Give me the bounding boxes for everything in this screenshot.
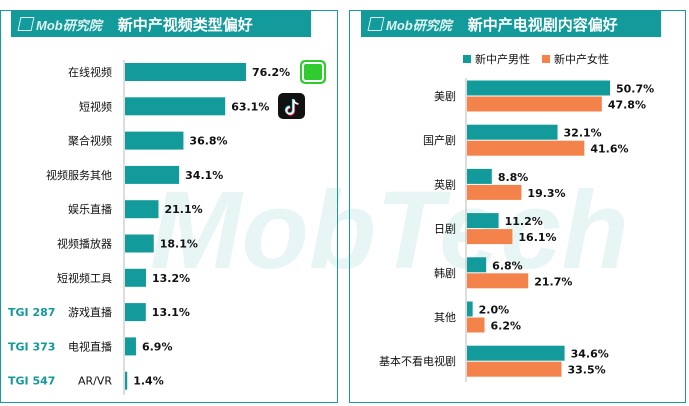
- left-value-label: 76.2%: [252, 66, 290, 79]
- tiktok-app-icon: [278, 93, 305, 119]
- tgi-annotation: TGI 373: [8, 340, 55, 353]
- left-value-label: 34.1%: [185, 169, 223, 182]
- left-category-label: 视频服务其他: [46, 168, 112, 182]
- tgi-annotation: TGI 547: [8, 375, 55, 388]
- video-type-header: Mob研究院 新中产视频类型偏好: [11, 11, 311, 37]
- left-bar: [125, 268, 146, 287]
- right-value-label: 41.6%: [590, 143, 628, 156]
- right-category-label: 基本不看电视剧: [379, 354, 456, 368]
- left-category-label: 在线视频: [68, 65, 112, 79]
- right-bar: [467, 229, 513, 245]
- left-bar: [125, 234, 154, 253]
- right-category-label: 其他: [434, 311, 456, 324]
- right-bar: [467, 124, 558, 140]
- left-bar: [125, 131, 184, 150]
- right-value-label: 32.1%: [564, 127, 602, 140]
- right-value-label: 11.2%: [505, 215, 543, 228]
- left-category-label: AR/VR: [78, 375, 112, 388]
- left-value-label: 6.9%: [142, 340, 173, 353]
- right-bar: [467, 273, 529, 289]
- right-category-label: 国产剧: [423, 133, 456, 147]
- right-bar: [467, 168, 492, 184]
- right-bar: [467, 96, 602, 112]
- right-bar: [467, 213, 499, 229]
- right-bar: [467, 140, 585, 156]
- mob-logo-text: Mob研究院: [386, 17, 452, 33]
- tgi-annotation: TGI 287: [8, 306, 55, 319]
- legend-swatch: [463, 55, 471, 63]
- left-category-label: 聚合视频: [68, 134, 112, 148]
- mob-logo: Mob研究院: [367, 15, 452, 34]
- left-value-label: 13.1%: [152, 306, 190, 319]
- right-bar: [467, 257, 487, 273]
- left-bar: [125, 63, 246, 81]
- right-value-label: 16.1%: [518, 231, 556, 244]
- left-category-label: 游戏直播: [68, 305, 112, 319]
- mob-logo-text: Mob研究院: [36, 17, 102, 33]
- left-bar: [125, 303, 146, 322]
- right-bar: [467, 361, 562, 377]
- left-bar: [125, 165, 180, 184]
- mob-logo: Mob研究院: [17, 15, 102, 34]
- left-category-label: 视频播放器: [57, 237, 112, 251]
- watermark-text: MobTech: [150, 169, 629, 292]
- right-value-label: 6.8%: [492, 259, 523, 272]
- video-type-panel: Mob研究院 新中产视频类型偏好: [0, 10, 338, 403]
- left-bar: [125, 371, 128, 390]
- legend-label: 新中产男性: [475, 52, 530, 66]
- left-value-label: 13.2%: [152, 272, 190, 285]
- iqiyi-app-icon: [300, 60, 326, 84]
- right-bar: [467, 80, 610, 96]
- right-bar: [467, 301, 473, 317]
- left-category-label: 短视频工具: [57, 271, 112, 285]
- right-category-label: 韩剧: [434, 266, 456, 280]
- left-value-label: 36.8%: [189, 135, 227, 148]
- left-value-label: 1.4%: [133, 375, 164, 388]
- left-bar: [125, 97, 226, 116]
- right-value-label: 19.3%: [527, 187, 565, 200]
- right-value-label: 47.8%: [608, 99, 646, 112]
- left-category-label: 电视直播: [68, 339, 112, 353]
- right-value-label: 8.8%: [498, 171, 529, 184]
- right-value-label: 21.7%: [534, 275, 572, 288]
- right-value-label: 50.7%: [616, 83, 654, 96]
- legend-swatch: [542, 55, 550, 63]
- right-bar: [467, 184, 522, 200]
- right-value-label: 2.0%: [479, 304, 510, 317]
- left-value-label: 18.1%: [160, 238, 198, 251]
- tv-drama-title: 新中产电视剧内容偏好: [467, 15, 618, 34]
- right-value-label: 6.2%: [490, 320, 521, 333]
- left-value-label: 21.1%: [165, 203, 203, 216]
- video-type-title: 新中产视频类型偏好: [117, 15, 253, 34]
- tv-drama-panel: Mob研究院 新中产电视剧内容偏好: [349, 10, 686, 403]
- legend-label: 新中产女性: [554, 52, 609, 66]
- tv-drama-header: Mob研究院 新中产电视剧内容偏好: [361, 11, 661, 37]
- right-category-label: 日剧: [434, 223, 456, 236]
- left-bar: [125, 200, 159, 219]
- left-category-label: 短视频: [79, 99, 112, 113]
- left-bar: [125, 337, 136, 356]
- right-bar: [467, 345, 565, 361]
- left-category-label: 娱乐直播: [68, 202, 112, 216]
- right-category-label: 英剧: [434, 177, 456, 191]
- right-category-label: 美剧: [434, 90, 456, 103]
- right-value-label: 33.5%: [567, 364, 605, 377]
- right-bar: [467, 317, 485, 333]
- left-value-label: 63.1%: [231, 100, 269, 113]
- right-value-label: 34.6%: [571, 348, 609, 361]
